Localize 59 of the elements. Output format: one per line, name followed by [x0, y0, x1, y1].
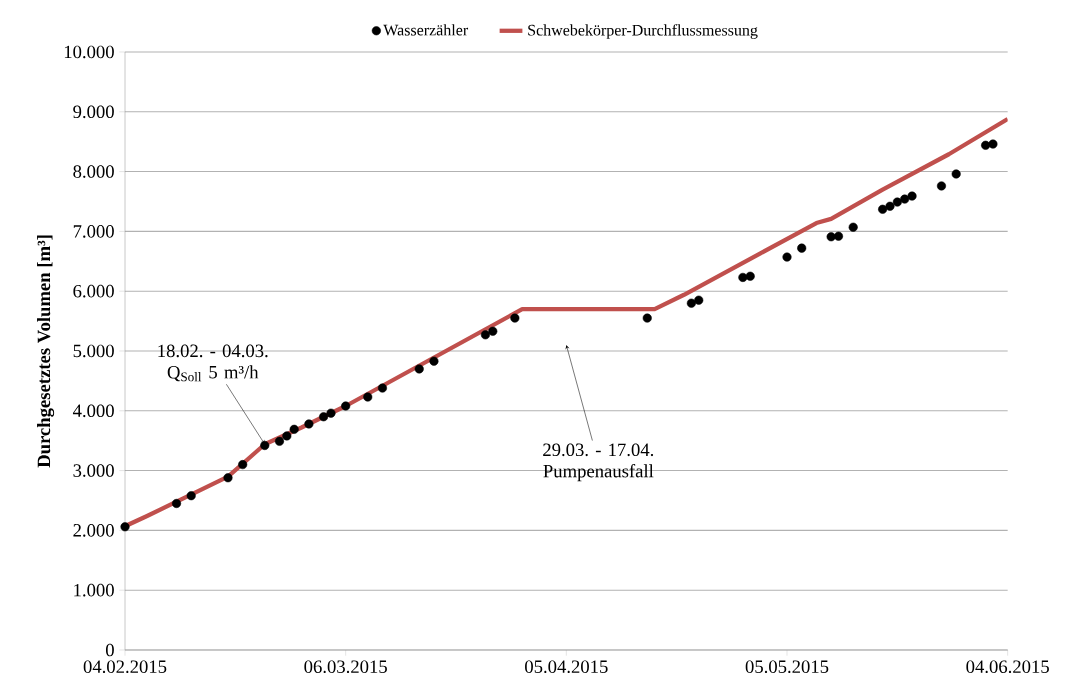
point	[414, 364, 424, 374]
annotation: 18.02. - 04.03. Q$_{Soll}$ 5 m³/h	[158, 344, 268, 382]
point	[326, 408, 336, 418]
point	[686, 298, 696, 308]
y-tick-label: 8.000	[73, 165, 114, 178]
point	[642, 313, 652, 323]
point	[878, 204, 888, 214]
point	[238, 460, 248, 470]
y-tick-label: 4.000	[72, 404, 114, 418]
annotation: 29.03. - 17.04. Pumpenausfall	[543, 443, 654, 482]
y-tick-label: 1.000	[74, 583, 114, 597]
y-axis-title: Durchgesetztes Volumen [m³]	[37, 235, 55, 468]
point	[951, 169, 961, 179]
point	[282, 431, 292, 441]
y-tick-label: 2.000	[73, 524, 114, 537]
point	[341, 401, 351, 411]
x-tick-label: 06.03.2015	[304, 660, 387, 674]
y-tick-label: 6.000	[73, 284, 114, 298]
x-tick-label: 04.02.2015	[83, 660, 167, 674]
y-tick-label: 7.000	[73, 225, 114, 238]
point	[171, 498, 182, 509]
point	[363, 392, 373, 402]
point	[885, 201, 895, 211]
point	[797, 243, 807, 253]
point	[936, 181, 947, 191]
point	[988, 139, 998, 149]
point	[892, 197, 902, 207]
point	[782, 252, 792, 262]
point	[274, 436, 285, 446]
x-tick-label: 04.06.2015	[966, 660, 1049, 674]
x-tick-label: 05.05.2015	[745, 660, 829, 674]
point	[377, 383, 387, 393]
point	[694, 295, 704, 305]
point	[738, 272, 748, 282]
point	[289, 424, 299, 434]
point	[900, 194, 910, 204]
y-tick-label: 5.000	[73, 344, 114, 358]
y-tick-label: 9.000	[73, 105, 114, 119]
point	[186, 491, 196, 501]
y-tick-label: 0	[105, 643, 114, 657]
point	[120, 522, 130, 532]
legend-label: Wasserzähler	[383, 24, 469, 36]
point	[223, 473, 233, 483]
point	[745, 271, 755, 281]
point	[833, 231, 844, 241]
y-tick-label: 3.000	[73, 464, 114, 477]
point	[907, 191, 917, 201]
point	[510, 313, 520, 323]
point	[429, 356, 439, 366]
point	[319, 412, 329, 422]
x-tick-label: 05.04.2015	[525, 660, 608, 674]
point	[826, 232, 836, 242]
point	[260, 440, 270, 450]
point	[848, 222, 858, 232]
legend-label: Schwebekörper-Durchflussmessung	[528, 24, 758, 39]
y-tick-label: 10.000	[64, 45, 114, 59]
point	[304, 419, 314, 429]
point	[488, 326, 498, 336]
point	[480, 330, 490, 340]
